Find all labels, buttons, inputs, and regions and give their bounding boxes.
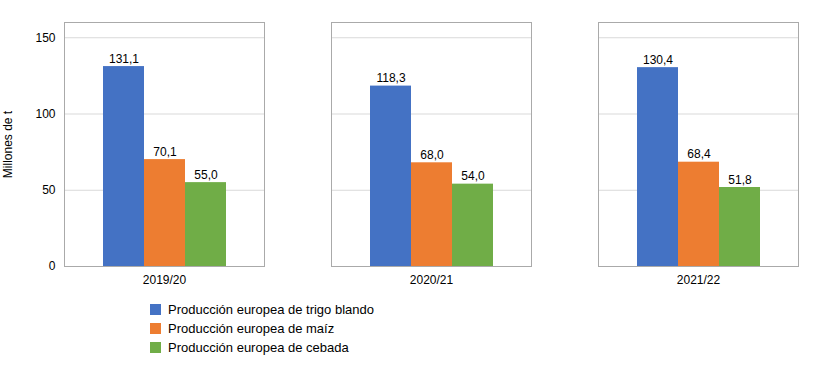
svg-text:2021/22: 2021/22 [677, 273, 721, 287]
svg-text:68,4: 68,4 [687, 147, 711, 161]
svg-text:51,8: 51,8 [728, 173, 752, 187]
svg-text:100: 100 [35, 107, 55, 121]
svg-text:50: 50 [42, 183, 56, 197]
svg-text:131,1: 131,1 [109, 52, 139, 66]
svg-text:0: 0 [49, 259, 56, 273]
svg-text:150: 150 [35, 31, 55, 45]
svg-text:55,0: 55,0 [194, 168, 218, 182]
svg-text:2019/20: 2019/20 [143, 273, 187, 287]
svg-text:54,0: 54,0 [461, 169, 485, 183]
svg-text:2020/21: 2020/21 [410, 273, 454, 287]
svg-text:Millones de t: Millones de t [1, 110, 15, 178]
html-text:Producción europea de trigo bl: Producción europea de trigo blando [168, 302, 374, 317]
svg-text:68,0: 68,0 [420, 148, 444, 162]
html-text:Producción europea de cebada: Producción europea de cebada [168, 340, 349, 355]
svg-text:118,3: 118,3 [376, 71, 405, 85]
svg-text:70,1: 70,1 [153, 145, 177, 159]
html-text:Producción europea de maíz: Producción europea de maíz [168, 321, 335, 336]
svg-text:130,4: 130,4 [643, 53, 673, 67]
